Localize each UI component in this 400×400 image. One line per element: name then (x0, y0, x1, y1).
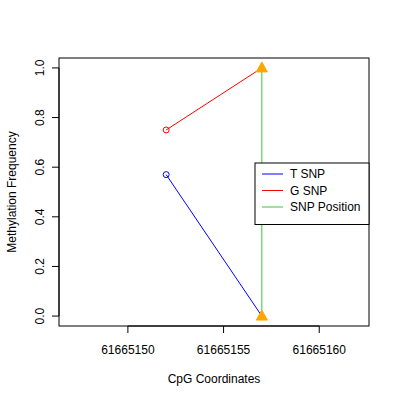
x-tick (127, 326, 128, 333)
x-tick-label: 61665155 (197, 343, 251, 357)
x-tick (223, 326, 224, 333)
y-tick-label: 0.6 (33, 159, 47, 176)
series-line (166, 68, 262, 130)
x-tick-label: 61665160 (293, 343, 347, 357)
x-tick-label: 61665150 (101, 343, 155, 357)
y-tick (52, 316, 59, 317)
legend-label: G SNP (290, 184, 327, 198)
y-tick (52, 167, 59, 168)
series-line (166, 175, 262, 316)
legend-swatch (262, 207, 283, 208)
y-tick-label: 1.0 (33, 59, 47, 76)
point (163, 127, 169, 133)
data-group (163, 62, 267, 320)
y-tick (52, 266, 59, 267)
legend-swatch (262, 174, 283, 175)
y-axis (59, 68, 60, 316)
y-tick-label: 0.4 (33, 208, 47, 225)
legend: T SNP G SNP SNP Position (255, 163, 369, 225)
y-tick (52, 67, 59, 68)
legend-label: T SNP (290, 167, 325, 181)
y-tick (52, 216, 59, 217)
chart: 61665150 61665155 61665160 0.0 0.2 0.4 0.6 0.8 1… (0, 0, 400, 400)
y-tick-label: 0.0 (33, 307, 47, 324)
plot-frame (59, 58, 369, 326)
snp-marker (256, 310, 267, 320)
y-axis-title: Methylation Frequency (5, 131, 19, 252)
legend-label: SNP Position (290, 200, 360, 214)
y-tick-label: 0.2 (33, 258, 47, 275)
snp-marker (256, 62, 267, 72)
point (163, 172, 169, 178)
x-tick (319, 326, 320, 333)
legend-box (255, 163, 369, 225)
x-axis-title: CpG Coordinates (168, 372, 261, 386)
legend-swatch (262, 190, 283, 191)
y-tick-label: 0.8 (33, 109, 47, 126)
y-tick (52, 117, 59, 118)
